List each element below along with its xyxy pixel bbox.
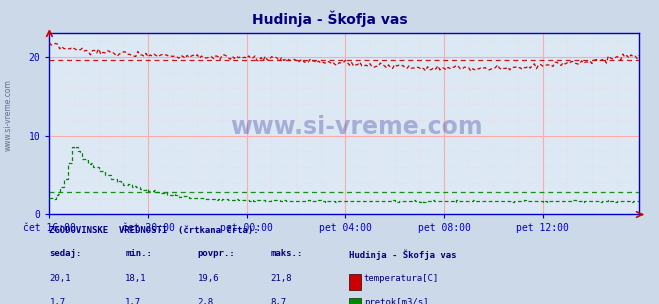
Text: povpr.:: povpr.: <box>198 249 235 258</box>
Text: Hudinja - Škofja vas: Hudinja - Škofja vas <box>252 11 407 27</box>
Text: pretok[m3/s]: pretok[m3/s] <box>364 298 428 304</box>
Text: Hudinja - Škofja vas: Hudinja - Škofja vas <box>349 249 457 260</box>
Text: temperatura[C]: temperatura[C] <box>364 274 439 283</box>
Text: 1,7: 1,7 <box>125 298 141 304</box>
Text: min.:: min.: <box>125 249 152 258</box>
Text: maks.:: maks.: <box>270 249 302 258</box>
Text: 21,8: 21,8 <box>270 274 292 283</box>
Text: sedaj:: sedaj: <box>49 249 82 258</box>
Text: 19,6: 19,6 <box>198 274 219 283</box>
Text: 2,8: 2,8 <box>198 298 214 304</box>
Text: www.si-vreme.com: www.si-vreme.com <box>4 80 13 151</box>
Text: www.si-vreme.com: www.si-vreme.com <box>230 116 482 140</box>
Text: 18,1: 18,1 <box>125 274 147 283</box>
Text: 1,7: 1,7 <box>49 298 65 304</box>
Text: 20,1: 20,1 <box>49 274 71 283</box>
Text: ZGODOVINSKE  VREDNOSTI  (črtkana črta):: ZGODOVINSKE VREDNOSTI (črtkana črta): <box>49 226 259 236</box>
Text: 8,7: 8,7 <box>270 298 286 304</box>
